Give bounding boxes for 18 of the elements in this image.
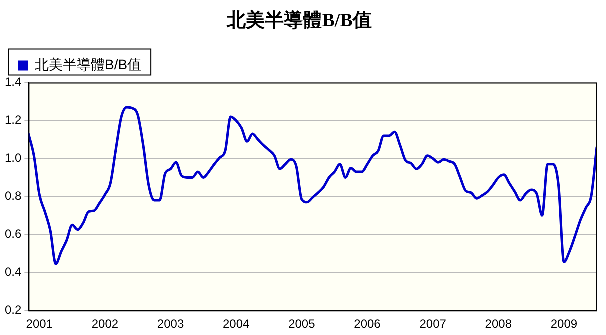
x-tick-label: 2009 [550,317,578,332]
x-tick-label: 2008 [485,317,512,332]
y-tick-label: 1.0 [4,151,22,166]
y-tick-label: 1.4 [4,75,22,90]
x-tick-label: 2004 [222,317,250,332]
y-tick-label: 0.8 [4,189,22,204]
legend-label: 北美半導體B/B值 [35,56,142,73]
x-tick-label: 2005 [288,317,316,332]
y-tick-label: 0.4 [4,264,22,279]
x-tick-label: 2001 [26,317,54,332]
y-tick-label: 0.6 [4,226,22,241]
x-tick-label: 2002 [92,317,119,332]
y-tick-label: 0.2 [4,302,22,317]
y-tick-label: 1.2 [4,113,22,128]
x-tick-label: 2007 [420,317,447,332]
chart-title: 北美半導體B/B值 [226,9,372,32]
x-tick-label: 2006 [354,317,382,332]
x-tick-label: 2003 [157,317,184,332]
